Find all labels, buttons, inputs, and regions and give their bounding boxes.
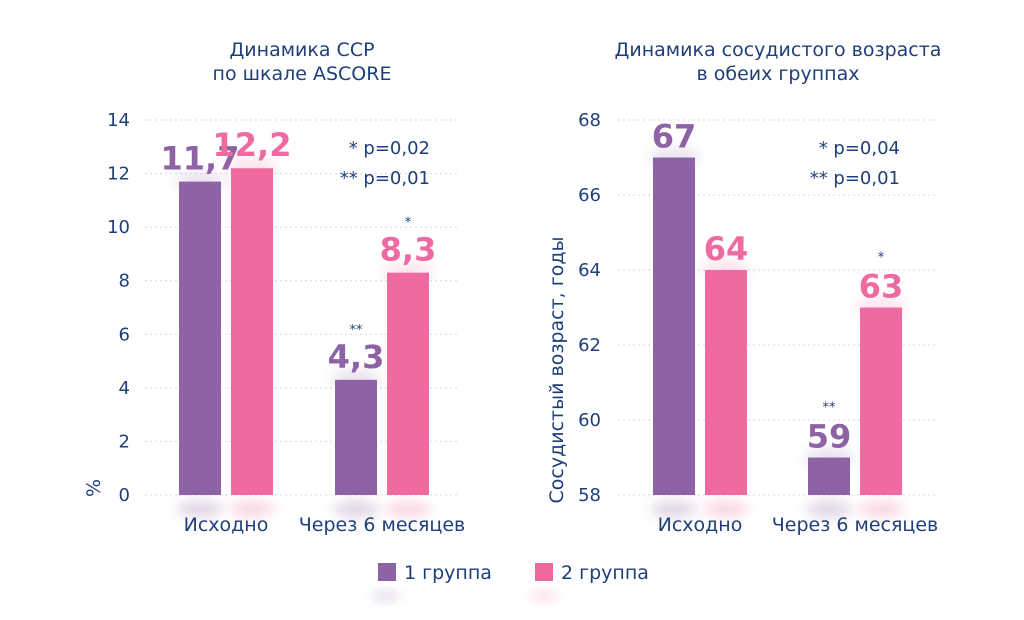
chart-ascore-ytick: 10	[107, 217, 130, 238]
chart-ascore-ytick: 8	[119, 271, 130, 292]
chart-vascular-age-note-2: ** p=0,01	[810, 168, 900, 189]
chart-vascular-age-bar	[860, 307, 902, 495]
chart-vascular-age-ylabel: Сосудистый возраст, годы	[546, 237, 568, 504]
legend: 1 группа 2 группа	[372, 562, 649, 601]
chart-vascular-age-category-label: Через 6 месяцев	[772, 514, 938, 536]
legend-glow-1	[372, 591, 400, 601]
chart-ascore-significance-mark: *	[405, 216, 412, 231]
chart-ascore-category-label: Исходно	[184, 514, 269, 536]
legend-label-group-1: 1 группа	[404, 562, 492, 584]
chart-ascore-bar	[387, 272, 429, 495]
chart-ascore-ytick: 2	[119, 431, 130, 452]
chart-vascular-age-ytick: 64	[578, 260, 601, 281]
chart-ascore: Динамика ССР по шкале ASCORE % * p=0,02 …	[83, 39, 465, 536]
chart-vascular-age-significance-mark: **	[823, 401, 837, 416]
chart-ascore-ylabel: %	[83, 479, 105, 497]
chart-vascular-age-ytick: 60	[578, 410, 601, 431]
chart-vascular-age-bar-shadow	[858, 501, 904, 517]
chart-ascore-title-line1: Динамика ССР	[229, 39, 374, 61]
chart-ascore-title-line2: по шкале ASCORE	[213, 63, 392, 85]
chart-vascular-age-title-line1: Динамика сосудистого возраста	[615, 39, 942, 61]
chart-ascore-ytick: 14	[107, 110, 130, 131]
chart-vascular-age-bar	[705, 270, 747, 495]
chart-ascore-data-label: 11,7	[161, 140, 240, 178]
chart-ascore-data-label: 8,3	[380, 231, 437, 269]
legend-label-group-2: 2 группа	[561, 562, 649, 584]
chart-vascular-age-title-line2: в обеих группах	[697, 63, 860, 85]
chart-vascular-age-data-label: 67	[652, 118, 697, 156]
chart-vascular-age: Динамика сосудистого возраста в обеих гр…	[546, 39, 941, 536]
chart-ascore-bar-shadow	[177, 501, 223, 517]
chart-ascore-ytick: 4	[119, 378, 130, 399]
chart-ascore-bar	[335, 379, 377, 495]
chart-vascular-age-bar-shadow	[806, 501, 852, 517]
chart-vascular-age-ytick: 62	[578, 335, 601, 356]
chart-ascore-data-label: 4,3	[328, 338, 385, 376]
chart-vascular-age-bar	[808, 457, 850, 495]
chart-ascore-bar-shadow	[385, 501, 431, 517]
chart-vascular-age-data-label: 63	[859, 268, 904, 306]
chart-ascore-category-label: Через 6 месяцев	[299, 514, 465, 536]
chart-ascore-ytick: 0	[119, 485, 130, 506]
chart-vascular-age-ytick: 58	[578, 485, 601, 506]
chart-ascore-significance-mark: **	[350, 323, 364, 338]
chart-ascore-bar	[179, 181, 221, 495]
chart-ascore-bar-shadow	[333, 501, 379, 517]
chart-vascular-age-ytick: 68	[578, 110, 601, 131]
chart-ascore-data-label: 12,2	[213, 126, 292, 164]
chart-ascore-note-2: ** p=0,01	[340, 168, 430, 189]
chart-vascular-age-bar-shadow	[703, 501, 749, 517]
chart-vascular-age-data-label: 59	[807, 418, 852, 456]
chart-vascular-age-ytick: 66	[578, 185, 601, 206]
chart-vascular-age-category-label: Исходно	[658, 514, 743, 536]
chart-vascular-age-bar	[653, 157, 695, 495]
legend-glow-2	[530, 591, 558, 601]
legend-swatch-group-1	[378, 563, 396, 581]
chart-ascore-note-1: * p=0,02	[349, 138, 430, 159]
chart-ascore-ytick: 12	[107, 164, 130, 185]
chart-vascular-age-note-1: * p=0,04	[819, 138, 900, 159]
chart-ascore-bar-shadow	[229, 501, 275, 517]
legend-swatch-group-2	[535, 563, 553, 581]
chart-vascular-age-bar-shadow	[651, 501, 697, 517]
chart-ascore-ytick: 6	[119, 324, 130, 345]
chart-vascular-age-significance-mark: *	[878, 251, 885, 266]
chart-ascore-bar	[231, 168, 273, 495]
chart-vascular-age-data-label: 64	[704, 230, 749, 268]
